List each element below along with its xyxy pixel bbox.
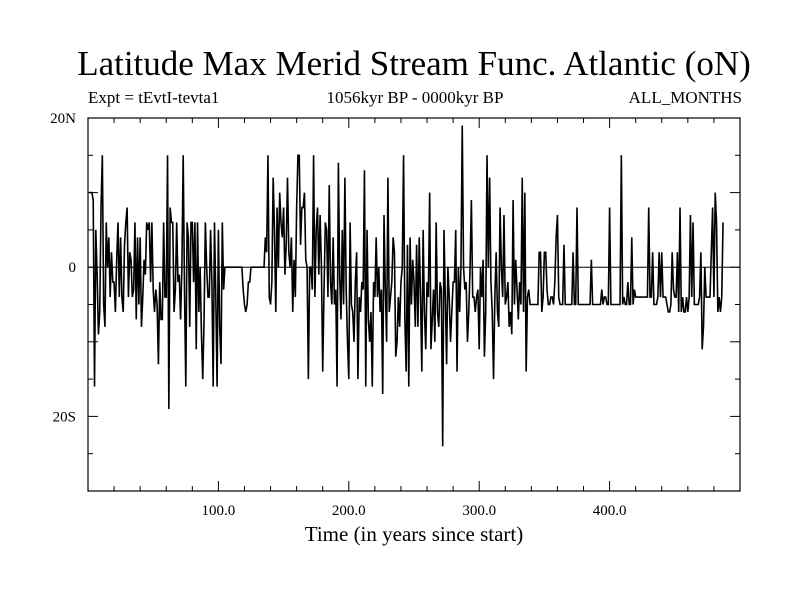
period-label: 1056kyr BP - 0000kyr BP <box>326 88 504 107</box>
x-tick-label: 300.0 <box>462 503 496 519</box>
x-axis-label: Time (in years since start) <box>304 522 524 546</box>
series-line <box>89 125 724 447</box>
y-tick-label: 0 <box>69 260 77 276</box>
x-tick-label: 400.0 <box>593 503 627 519</box>
y-tick-label: 20N <box>50 111 76 127</box>
y-tick-label: 20S <box>53 409 76 425</box>
chart-title: Latitude Max Merid Stream Func. Atlantic… <box>77 44 751 83</box>
x-tick-label: 200.0 <box>332 503 366 519</box>
x-tick-label: 100.0 <box>202 503 236 519</box>
months-label: ALL_MONTHS <box>628 88 742 107</box>
experiment-label: Expt = tEvtI-tevta1 <box>88 88 220 107</box>
